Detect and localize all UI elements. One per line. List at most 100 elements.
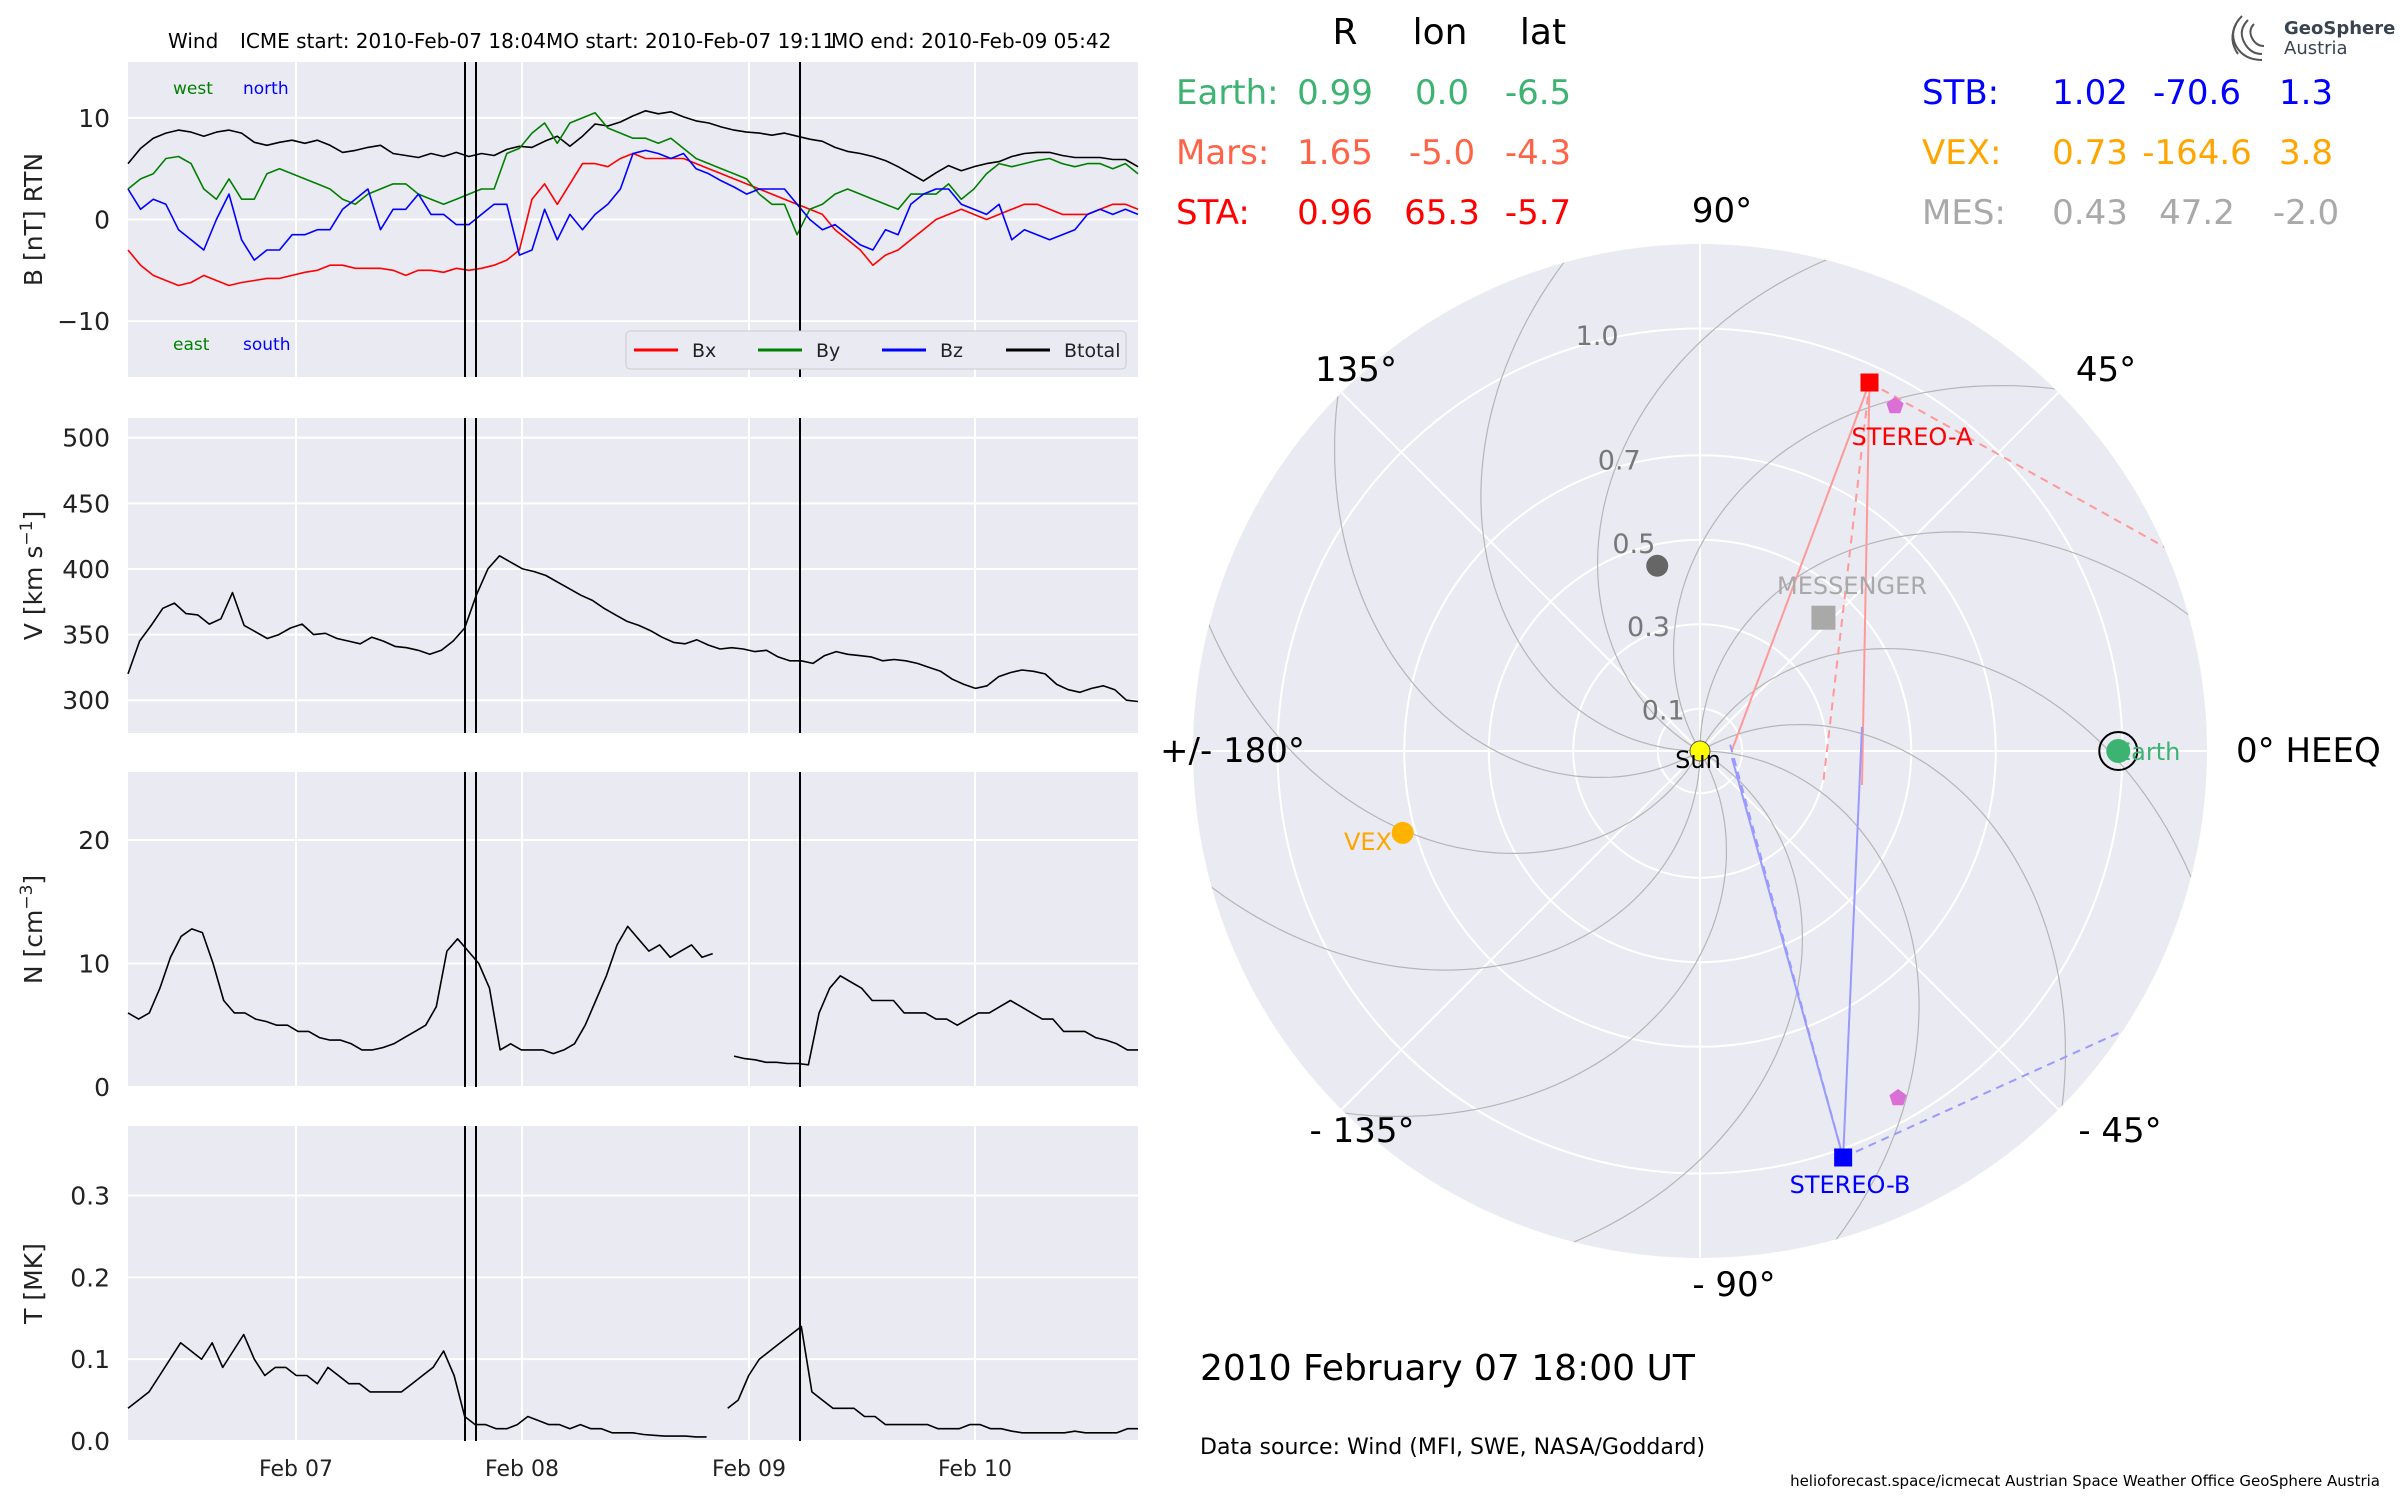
panel-speed: 500 450 400 350 300 V [km s−1] — [17, 418, 1139, 733]
panel-background — [128, 1126, 1138, 1441]
credits-label: helioforecast.space/icmecat Austrian Spa… — [1790, 1472, 2380, 1490]
y-axis-label: V [km s−1] — [17, 511, 48, 640]
stereo-a-marker — [1860, 373, 1879, 392]
y-tick-label: 300 — [62, 686, 110, 715]
row-lat: -5.7 — [1505, 193, 1571, 233]
series-line-n — [127, 925, 1138, 1066]
row-name: Mars: — [1176, 133, 1269, 173]
radial-label: 0.7 — [1598, 446, 1641, 477]
y-tick-label: 0 — [94, 1073, 110, 1102]
parker-spiral — [1699, 531, 2207, 752]
row-lon: 0.0 — [1415, 73, 1469, 113]
parker-spiral — [1699, 750, 1920, 1258]
y-tick-label: −10 — [57, 307, 110, 336]
y-axis-label: B [nT] RTN — [19, 153, 48, 286]
y-tick-label: 450 — [62, 489, 110, 518]
series-line-by — [127, 112, 1139, 236]
row-lat: -6.5 — [1505, 73, 1571, 113]
polar-ring — [1487, 538, 1913, 964]
row-lon: -70.6 — [2153, 73, 2241, 113]
icme-start-label: ICME start: 2010-Feb-07 18:04 — [240, 29, 546, 53]
stb-fieldline — [1842, 726, 1863, 1158]
sun-label: Sun — [1675, 746, 1721, 774]
y-tick-label: 0.1 — [70, 1345, 110, 1374]
series-line-btotal — [127, 110, 1139, 182]
row-lat: -2.0 — [2273, 193, 2339, 233]
angle-label: 0° HEEQ — [2236, 731, 2381, 771]
angle-label: - 90° — [1692, 1265, 1775, 1305]
mo-start-label: MO start: 2010-Feb-07 19:11 — [546, 29, 835, 53]
angle-label: 45° — [2076, 350, 2136, 390]
earth-marker — [2106, 739, 2131, 763]
west-label: west — [173, 79, 213, 99]
angle-label: 135° — [1315, 350, 1397, 390]
row-name: STB: — [1922, 73, 1999, 113]
legend: Bx By Bz Btotal — [625, 330, 1127, 370]
angle-label: - 135° — [1310, 1111, 1415, 1151]
parker-spiral — [1596, 244, 1880, 752]
polar-position-map: 0.1 0.3 0.5 0.7 1.0 Sun Earth STEREO-A STEREO-B M… — [1160, 191, 2381, 1305]
legend-label: Bz — [940, 340, 963, 362]
y-tick-label: 20 — [78, 826, 110, 855]
stb-connection-dashed — [1842, 1029, 2126, 1159]
y-tick-label: 0.3 — [70, 1182, 110, 1211]
row-r: 1.65 — [1297, 133, 1373, 173]
parker-spiral — [1193, 750, 1701, 971]
x-tick-label: Feb 08 — [485, 1457, 559, 1482]
row-lon: 47.2 — [2159, 193, 2235, 233]
earth-ring — [2098, 731, 2139, 771]
logo-text-line2: Austria — [2284, 38, 2348, 59]
polar-ring — [1403, 454, 1997, 1048]
parker-spiral — [1480, 244, 1701, 752]
legend-box — [625, 330, 1127, 370]
table-header: R — [1332, 12, 1357, 53]
datetime-label: 2010 February 07 18:00 UT — [1200, 1348, 1696, 1389]
row-lon: 65.3 — [1404, 193, 1480, 233]
parker-spiral — [1193, 571, 1701, 855]
table-header: lon — [1413, 12, 1468, 53]
radial-label: 0.3 — [1627, 612, 1670, 643]
row-r: 1.02 — [2052, 73, 2128, 113]
mercury-marker — [1646, 554, 1669, 577]
connection-lines — [1729, 381, 2171, 1159]
radial-label: 1.0 — [1576, 321, 1619, 352]
panel-temperature: 0.3 0.2 0.1 0.0 T [MK] Feb 07 Feb 08 Feb 09 Feb … — [19, 1126, 1138, 1482]
panel-density: 20 10 0 N [cm−3] — [17, 772, 1138, 1102]
series-line-t — [127, 1325, 1138, 1438]
row-name: STA: — [1176, 193, 1250, 233]
sta-pentagon-marker — [1886, 397, 1904, 414]
vex-marker — [1391, 821, 1414, 844]
geosphere-logo: GeoSphere Austria — [2231, 15, 2395, 61]
sta-fieldline-dashed — [1822, 382, 1871, 786]
stereo-b-label: STEREO-B — [1790, 1171, 1911, 1199]
row-lon: -164.6 — [2142, 133, 2252, 173]
row-lat: 1.3 — [2279, 73, 2333, 113]
angle-label: - 45° — [2078, 1111, 2161, 1151]
time-series-panels: 10 0 −10 B [nT] RTN west north east south Bx By Bz… — [17, 62, 1139, 1482]
stb-fieldline-dashed — [1729, 743, 1845, 1158]
row-r: 0.96 — [1297, 193, 1373, 233]
stereo-b-marker — [1834, 1148, 1853, 1167]
panel-background — [128, 772, 1138, 1087]
row-lon: -5.0 — [1409, 133, 1475, 173]
y-axis-label: T [MK] — [19, 1243, 48, 1325]
sta-fieldline — [1861, 382, 1871, 786]
parker-spiral — [1520, 750, 1804, 1258]
messenger-marker — [1811, 605, 1836, 630]
north-label: north — [243, 79, 289, 99]
row-name: Earth: — [1176, 73, 1279, 113]
y-tick-label: 400 — [62, 555, 110, 584]
y-tick-label: 10 — [78, 949, 110, 978]
legend-label: Btotal — [1064, 340, 1120, 362]
vex-label: VEX — [1344, 828, 1392, 856]
angle-label: +/- 180° — [1160, 731, 1305, 771]
south-label: south — [243, 335, 290, 355]
row-r: 0.99 — [1297, 73, 1373, 113]
row-r: 0.73 — [2052, 133, 2128, 173]
x-tick-label: Feb 10 — [938, 1457, 1012, 1482]
series-line-v — [127, 555, 1139, 703]
x-tick-label: Feb 07 — [259, 1457, 333, 1482]
radial-label: 0.1 — [1642, 695, 1685, 726]
table-header: lat — [1520, 12, 1566, 53]
y-tick-label: 0.2 — [70, 1263, 110, 1292]
